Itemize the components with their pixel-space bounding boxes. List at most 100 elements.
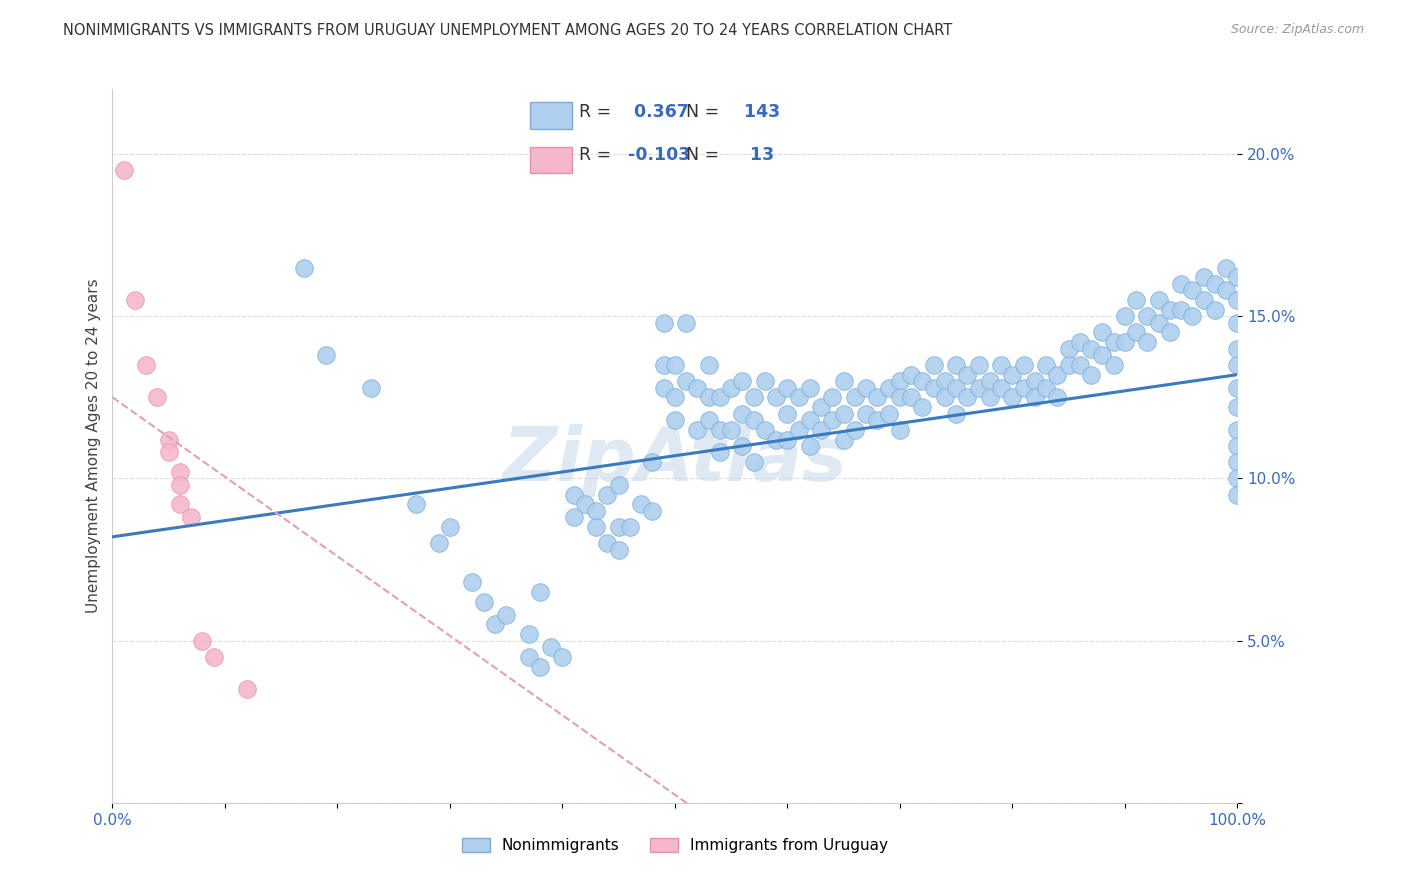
Point: [945, 381, 967, 395]
Point: [821, 413, 844, 427]
Point: [1147, 293, 1170, 307]
Point: [169, 478, 191, 492]
Point: [1226, 400, 1249, 414]
Point: [1136, 310, 1159, 324]
Point: [664, 390, 686, 404]
Text: N =: N =: [686, 103, 718, 121]
Point: [832, 374, 855, 388]
Point: [562, 510, 585, 524]
Text: Source: ZipAtlas.com: Source: ZipAtlas.com: [1230, 23, 1364, 37]
Point: [934, 390, 956, 404]
Point: [169, 465, 191, 479]
Point: [1226, 358, 1249, 372]
Point: [900, 368, 922, 382]
Point: [169, 497, 191, 511]
Point: [967, 381, 990, 395]
Point: [900, 390, 922, 404]
Point: [202, 649, 225, 664]
Point: [529, 659, 551, 673]
Point: [585, 520, 607, 534]
Text: R =: R =: [579, 146, 612, 164]
Point: [1226, 439, 1249, 453]
Point: [832, 407, 855, 421]
Point: [1057, 342, 1080, 356]
Point: [124, 293, 146, 307]
Point: [495, 607, 517, 622]
Point: [709, 423, 731, 437]
Text: N =: N =: [686, 146, 718, 164]
Point: [641, 504, 664, 518]
Point: [855, 381, 877, 395]
Point: [472, 595, 495, 609]
Point: [675, 374, 697, 388]
Text: -0.103: -0.103: [628, 146, 690, 164]
Point: [1069, 335, 1091, 350]
Point: [1170, 302, 1192, 317]
Point: [157, 445, 180, 459]
Point: [686, 381, 709, 395]
Point: [529, 585, 551, 599]
Point: [934, 374, 956, 388]
Point: [844, 423, 866, 437]
Point: [664, 413, 686, 427]
Point: [360, 381, 382, 395]
Point: [956, 368, 979, 382]
Point: [562, 488, 585, 502]
Point: [1035, 358, 1057, 372]
Y-axis label: Unemployment Among Ages 20 to 24 years: Unemployment Among Ages 20 to 24 years: [86, 278, 101, 614]
Point: [1204, 302, 1226, 317]
Point: [922, 358, 945, 372]
Point: [720, 423, 742, 437]
Point: [146, 390, 169, 404]
Point: [776, 433, 799, 447]
Point: [742, 455, 765, 469]
Point: [1181, 283, 1204, 297]
Point: [1012, 358, 1035, 372]
Point: [517, 627, 540, 641]
Point: [1125, 293, 1147, 307]
Point: [844, 390, 866, 404]
Point: [866, 413, 889, 427]
Point: [1057, 358, 1080, 372]
Point: [754, 423, 776, 437]
Point: [405, 497, 427, 511]
Point: [832, 433, 855, 447]
Point: [799, 413, 821, 427]
Point: [574, 497, 596, 511]
Point: [517, 649, 540, 664]
Point: [911, 400, 934, 414]
Point: [652, 358, 675, 372]
Point: [1136, 335, 1159, 350]
Point: [686, 423, 709, 437]
Point: [1226, 270, 1249, 285]
Point: [1091, 348, 1114, 362]
Point: [315, 348, 337, 362]
Point: [765, 390, 787, 404]
Point: [585, 504, 607, 518]
Point: [112, 163, 135, 178]
Point: [1159, 302, 1181, 317]
Point: [697, 390, 720, 404]
Point: [607, 478, 630, 492]
Point: [619, 520, 641, 534]
Point: [607, 520, 630, 534]
FancyBboxPatch shape: [530, 103, 572, 128]
Point: [135, 358, 157, 372]
Point: [1102, 335, 1125, 350]
Point: [1102, 358, 1125, 372]
Point: [967, 358, 990, 372]
Point: [1012, 381, 1035, 395]
Point: [979, 374, 1001, 388]
Point: [1114, 335, 1136, 350]
Text: NONIMMIGRANTS VS IMMIGRANTS FROM URUGUAY UNEMPLOYMENT AMONG AGES 20 TO 24 YEARS : NONIMMIGRANTS VS IMMIGRANTS FROM URUGUAY…: [63, 23, 952, 38]
Point: [157, 433, 180, 447]
Point: [889, 390, 911, 404]
Text: ZipAtlas: ZipAtlas: [502, 424, 848, 497]
Text: R =: R =: [579, 103, 612, 121]
Point: [1069, 358, 1091, 372]
Point: [1226, 471, 1249, 485]
Point: [596, 536, 619, 550]
Point: [641, 455, 664, 469]
Point: [1024, 390, 1046, 404]
Point: [191, 633, 214, 648]
